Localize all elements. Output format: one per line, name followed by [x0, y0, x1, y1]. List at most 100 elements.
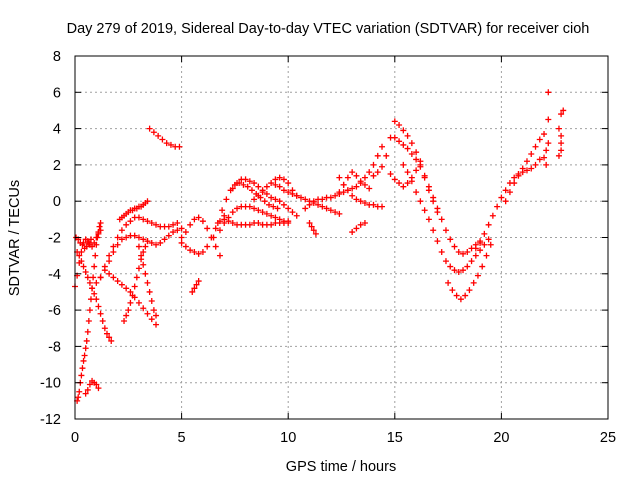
data-point	[84, 386, 91, 393]
data-point	[543, 147, 550, 154]
data-point	[455, 268, 462, 275]
data-point	[85, 317, 92, 324]
data-point	[400, 127, 407, 134]
y-tick-label: 0	[53, 194, 61, 210]
data-point	[84, 274, 91, 281]
data-point	[153, 312, 160, 319]
data-point	[400, 183, 407, 190]
data-point	[438, 216, 445, 223]
data-point	[255, 183, 262, 190]
data-point	[370, 201, 377, 208]
data-point	[379, 163, 386, 170]
data-point	[430, 194, 437, 201]
data-point	[85, 239, 92, 246]
data-point	[229, 219, 236, 226]
data-point	[219, 207, 226, 214]
data-point	[127, 288, 134, 295]
data-point	[404, 169, 411, 176]
data-point	[413, 156, 420, 163]
data-point	[310, 227, 317, 234]
data-point	[123, 285, 130, 292]
data-point	[404, 132, 411, 139]
data-point	[214, 219, 221, 226]
data-point	[357, 221, 364, 228]
data-point	[150, 307, 157, 314]
series-arc-10	[106, 270, 160, 328]
data-point	[558, 132, 565, 139]
data-point	[272, 176, 279, 183]
data-point	[451, 243, 458, 250]
data-point	[289, 190, 296, 197]
data-point	[270, 203, 277, 210]
data-point	[523, 158, 530, 165]
data-point	[135, 214, 142, 221]
data-point	[308, 223, 315, 230]
y-tick-label: 4	[53, 122, 61, 138]
data-point	[140, 249, 147, 256]
data-point	[445, 279, 452, 286]
data-point	[353, 196, 360, 203]
series-arc-15	[189, 278, 202, 295]
data-point	[408, 174, 415, 181]
y-tick-label: -4	[48, 267, 61, 283]
data-point	[142, 243, 149, 250]
data-point	[178, 234, 185, 241]
data-point	[216, 252, 223, 259]
data-point	[310, 198, 317, 205]
data-point	[519, 169, 526, 176]
data-point	[204, 225, 211, 232]
data-point	[144, 218, 151, 225]
data-point	[251, 205, 258, 212]
data-point	[370, 172, 377, 179]
data-point	[400, 141, 407, 148]
data-point	[255, 219, 262, 226]
data-point	[477, 238, 484, 245]
data-point	[193, 281, 200, 288]
data-point	[110, 243, 117, 250]
data-point	[127, 218, 134, 225]
data-point	[285, 189, 292, 196]
data-point	[285, 205, 292, 212]
data-point	[138, 252, 145, 259]
data-point	[153, 221, 160, 228]
data-point	[266, 201, 273, 208]
data-point	[167, 141, 174, 148]
data-point	[344, 174, 351, 181]
data-point	[506, 189, 513, 196]
data-point	[272, 214, 279, 221]
data-point	[240, 181, 247, 188]
data-point	[391, 134, 398, 141]
data-point	[91, 263, 98, 270]
data-point	[340, 181, 347, 188]
data-point	[336, 174, 343, 181]
data-point	[187, 247, 194, 254]
y-tick-label: -8	[48, 339, 61, 355]
series-arc-18	[221, 216, 292, 228]
data-point	[502, 198, 509, 205]
data-point	[438, 249, 445, 256]
data-point	[545, 89, 552, 96]
series-arc-11	[135, 243, 160, 319]
data-point	[251, 180, 258, 187]
data-point	[297, 194, 304, 201]
data-point	[523, 167, 530, 174]
data-point	[349, 169, 356, 176]
data-point	[140, 305, 147, 312]
x-tick-label: 0	[71, 430, 79, 446]
y-tick-label: -10	[40, 376, 61, 392]
data-point	[532, 143, 539, 150]
y-tick-label: 2	[53, 158, 61, 174]
data-point	[82, 268, 89, 275]
data-point	[408, 140, 415, 147]
data-point	[515, 172, 522, 179]
data-point	[97, 274, 104, 281]
data-point	[481, 241, 488, 248]
data-point	[131, 232, 138, 239]
data-point	[555, 125, 562, 132]
x-tick-label: 25	[600, 430, 616, 446]
data-point	[280, 176, 287, 183]
data-point	[96, 223, 103, 230]
data-point	[87, 296, 94, 303]
data-point	[541, 131, 548, 138]
